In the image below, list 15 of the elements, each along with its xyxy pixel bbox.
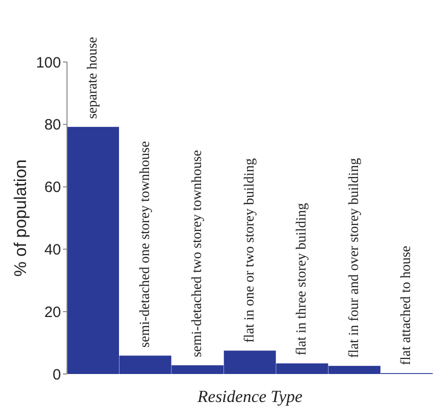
y-tick-label: 20 <box>44 304 61 321</box>
y-tick-label: 40 <box>44 242 61 259</box>
x-tick-label: flat in one or two storey building <box>242 158 258 343</box>
x-tick-label: separate house <box>86 36 100 119</box>
y-tick-label: 0 <box>52 366 61 384</box>
y-tick-label: 100 <box>36 54 61 72</box>
x-tick-label: flat in four and over storey building <box>346 158 362 358</box>
x-tick-label: semi-detached two storey townhouse <box>190 150 206 358</box>
x-tick-label: semi-detached one storey townhouse <box>138 141 153 348</box>
y-tick-label: 80 <box>44 116 61 134</box>
y-axis-title: % of population <box>11 159 30 277</box>
x-tick-label: flat in three storey building <box>294 202 310 356</box>
y-tick-label: 60 <box>44 179 61 196</box>
x-tick-label: flat attached to house <box>399 246 414 366</box>
x-axis-title: Residence Type <box>196 387 303 406</box>
